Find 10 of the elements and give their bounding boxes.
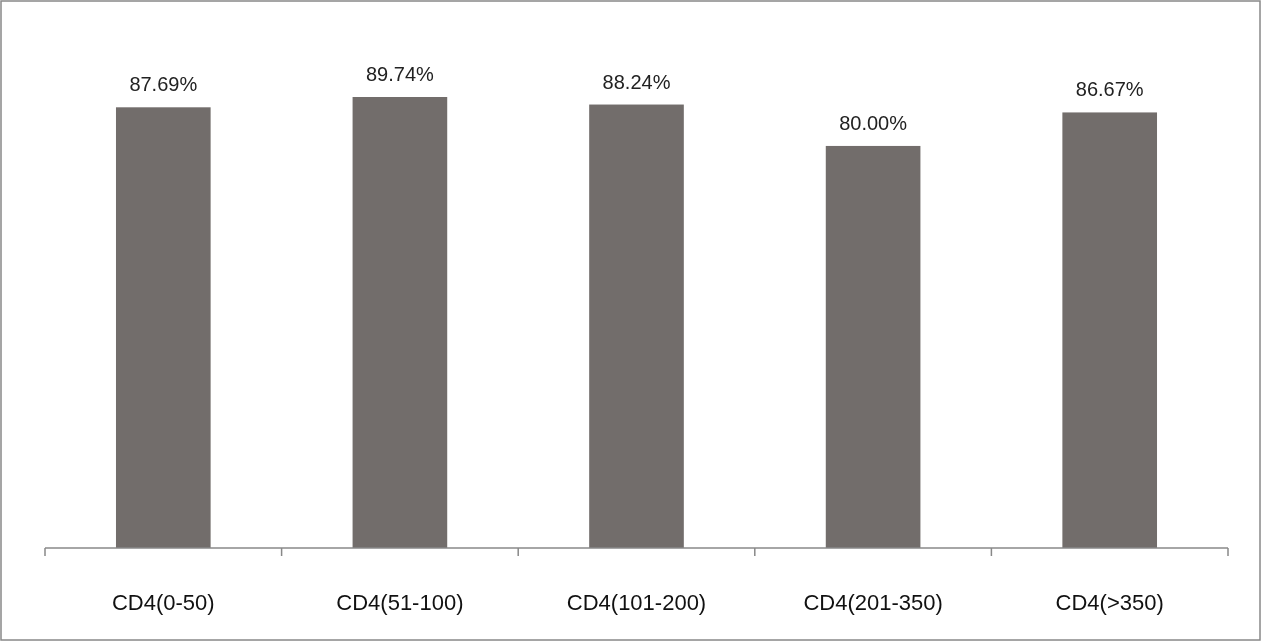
x-tick-label: CD4(51-100) (336, 590, 464, 615)
data-label: 89.74% (365, 63, 435, 85)
data-label: 88.24% (602, 70, 671, 93)
x-tick-label: CD4(>350) (1055, 590, 1164, 615)
data-label: 86.67% (1075, 78, 1144, 101)
x-tick-label: CD4(0-50) (111, 590, 215, 615)
x-tick-label: CD4(101-200) (566, 590, 707, 615)
x-tick-label: CD4(201-350) (803, 590, 943, 615)
data-label: 87.69% (129, 73, 198, 96)
data-label: 80.00% (839, 111, 908, 134)
